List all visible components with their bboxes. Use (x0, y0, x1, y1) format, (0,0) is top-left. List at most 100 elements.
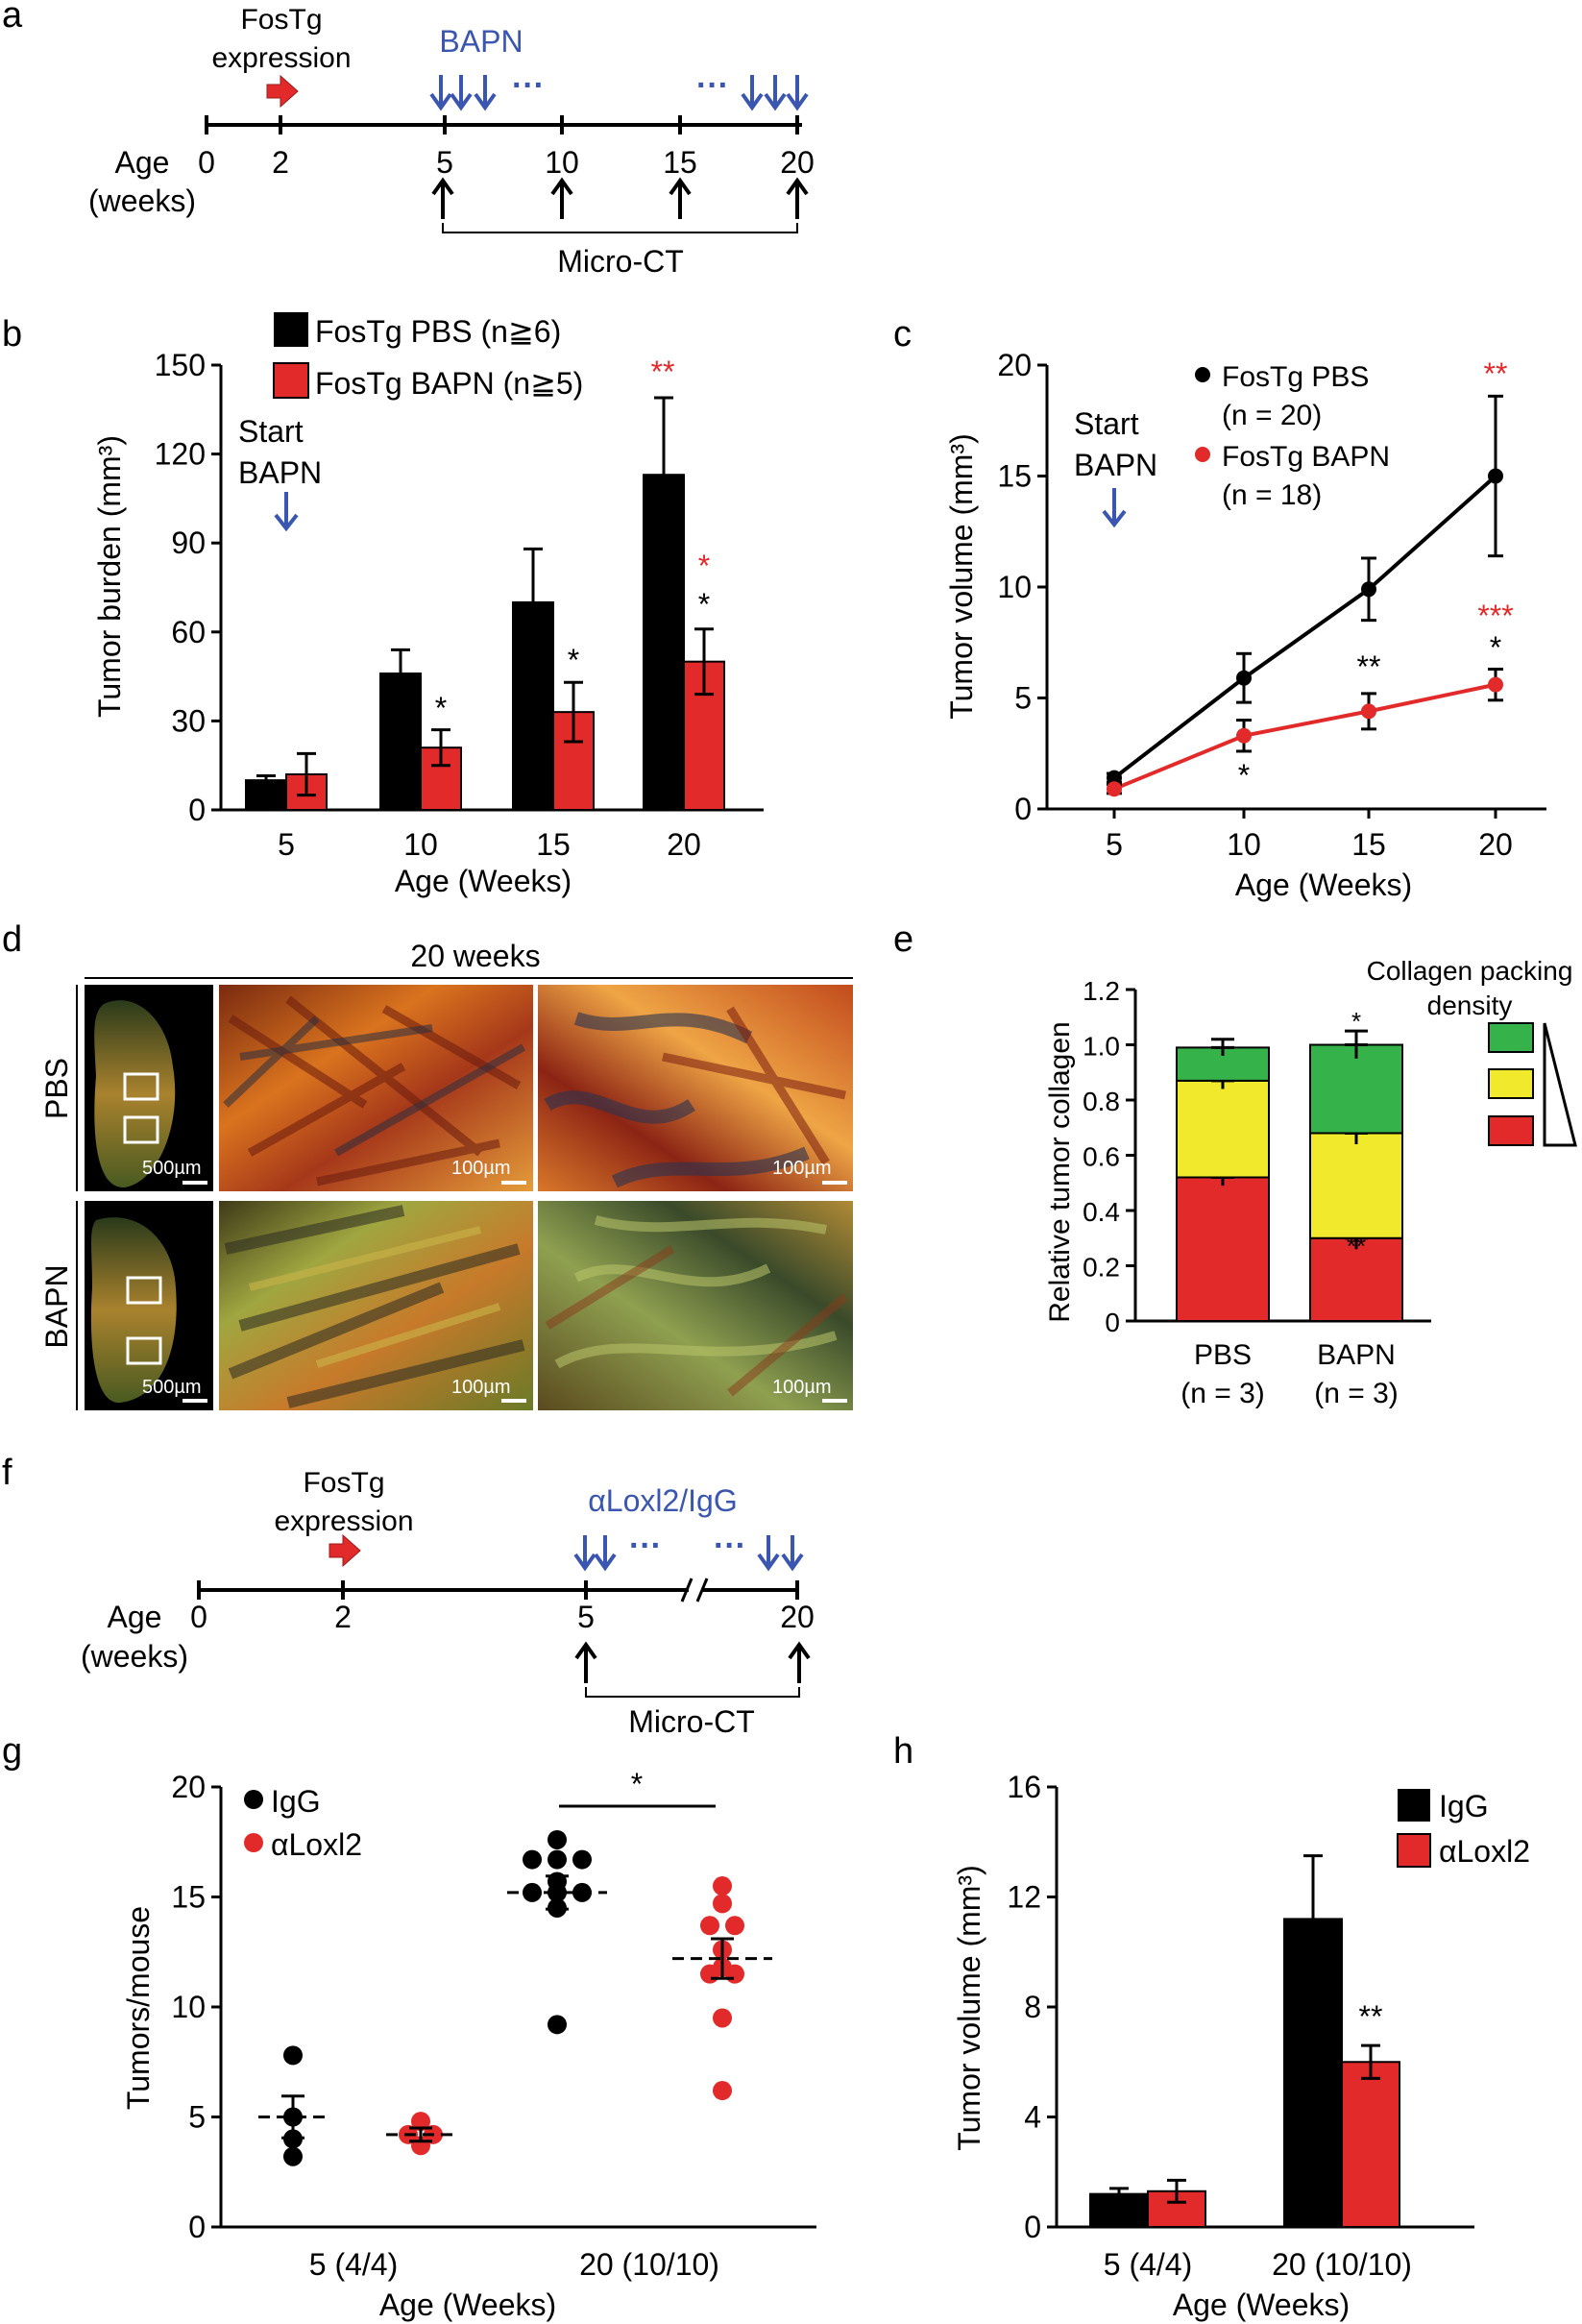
legend-swatch-pbs (274, 312, 308, 347)
age-label-weeks: (weeks) (81, 1639, 188, 1674)
significance-marker: * (1490, 630, 1501, 665)
x-tick-n-label: (n = 3) (1180, 1378, 1265, 1409)
bapn-treatment-label: BAPN (439, 24, 523, 59)
micro-ct-bracket (442, 223, 798, 233)
y-tick-label: 60 (171, 615, 206, 649)
y-tick-label: 10 (997, 570, 1032, 604)
fostg-expression-arrow-icon (266, 74, 299, 109)
legend-swatch-high (1488, 1022, 1534, 1053)
y-tick-label: 90 (171, 526, 206, 560)
micrograph-pbs-detail-1: 100µm (219, 985, 533, 1191)
x-axis-label: Age (Weeks) (379, 2287, 556, 2322)
x-tick-label: 15 (536, 827, 571, 862)
stacked-bar-medium (1309, 1132, 1403, 1239)
data-point-pbs (1361, 581, 1376, 598)
significance-marker: ** (1347, 1232, 1366, 1260)
timeline-tick-label: 20 (780, 145, 815, 180)
panel-d: d 20 weeks PBS BAPN 500µm 100µm 100µm (2, 919, 853, 1410)
legend-label-bapn: FosTg BAPN (1222, 441, 1390, 473)
timeline-tick-label: 2 (334, 1600, 352, 1634)
start-bapn-annotation: Start (238, 414, 304, 449)
data-point-igg (548, 2015, 567, 2035)
panel-e: e Relative tumor collagen Collagen packi… (893, 919, 1577, 1409)
significance-marker: * (1238, 758, 1250, 793)
data-point-igg (283, 2146, 303, 2166)
significance-marker: *** (1477, 599, 1513, 633)
plot-area: 0 5 10 15 20 5 (4/4) 20 (10/10) * (171, 1767, 816, 2282)
legend-marker-bapn (1195, 447, 1210, 462)
y-tick-label: 30 (171, 703, 206, 738)
density-gradient-triangle (1543, 1022, 1577, 1147)
legend-swatch-igg (1398, 1789, 1430, 1822)
timeline-tick-label: 5 (577, 1600, 595, 1634)
significance-marker: ** (1357, 649, 1381, 684)
y-tick-label: 5 (188, 2100, 206, 2135)
series-line-bapn (1113, 682, 1497, 792)
significance-marker: ** (651, 355, 675, 389)
x-tick-label: 20 (10/10) (1272, 2247, 1412, 2282)
row-label-bapn: BAPN (39, 1264, 74, 1348)
dosing-continuation-dots-2: ··· (696, 67, 729, 104)
y-tick-label: 0 (1024, 2210, 1041, 2244)
bar-aloxl2 (1341, 2061, 1400, 2228)
y-tick-label: 0.2 (1083, 1253, 1120, 1283)
data-point-igg (548, 1849, 567, 1870)
panel-g: g IgG αLoxl2 Tumors/mouse Age (Weeks) 0 5… (2, 1731, 816, 2322)
x-tick-label: 5 (4/4) (1104, 2247, 1192, 2282)
legend-swatch-low (1488, 1115, 1534, 1146)
scale-bar-label: 100µm (451, 1377, 511, 1398)
micrograph-bapn-detail-2: 100µm (538, 1201, 853, 1410)
y-tick-label: 1.0 (1083, 1032, 1120, 1062)
fostg-expression-label-2: expression (274, 1505, 413, 1537)
stacked-bar-high (1309, 1043, 1403, 1135)
panel-f: f FosTg expression αLoxl2/IgG ··· ··· Ag… (2, 1453, 815, 1739)
timeline-tick-label: 20 (780, 1600, 815, 1634)
legend-marker-pbs (1195, 367, 1210, 382)
panel-letter-h: h (893, 1731, 913, 1772)
legend-swatch-aloxl2 (1397, 1833, 1431, 1868)
panel-letter-d: d (2, 919, 22, 960)
x-tick-label: 20 (1478, 827, 1513, 862)
micro-ct-label: Micro-CT (557, 244, 684, 279)
start-bapn-annotation: Start (1074, 406, 1139, 441)
series-line-pbs (1112, 475, 1497, 780)
significance-marker: * (698, 587, 710, 622)
y-tick-label: 0 (1014, 792, 1032, 826)
axis-break-icon (680, 1578, 709, 1602)
data-point-igg (548, 1829, 567, 1849)
stacked-bar-low (1176, 1176, 1270, 1322)
y-tick-label: 0.8 (1083, 1087, 1120, 1116)
timeline-tick-label: 0 (190, 1600, 207, 1634)
y-tick-label: 10 (171, 1990, 206, 2024)
x-tick-label: BAPN (1317, 1339, 1396, 1371)
micro-ct-arrows-icon (431, 177, 809, 219)
y-axis-label: Tumor volume (mm³) (952, 1865, 986, 2150)
scale-bar-label: 100µm (772, 1158, 832, 1179)
legend-label-bapn: FosTg BAPN (n≧5) (315, 366, 583, 401)
timeline-tick-label: 5 (436, 145, 453, 180)
significance-marker: * (631, 1767, 643, 1801)
stacked-bar-medium (1176, 1079, 1270, 1179)
data-point-pbs (1236, 670, 1252, 686)
legend-label-igg: IgG (271, 1784, 321, 1819)
timeline-ticks (197, 1580, 799, 1600)
fostg-expression-label-2: expression (211, 42, 351, 74)
panel-letter-g: g (2, 1731, 22, 1772)
significance-marker: * (435, 691, 447, 725)
micrograph-title: 20 weeks (410, 939, 540, 973)
start-bapn-arrow-icon (274, 492, 299, 532)
micrograph-bapn-overview: 500µm (85, 1201, 213, 1410)
y-axis-label: Tumor volume (mm³) (944, 433, 979, 719)
micrograph-pbs-overview: 500µm (85, 985, 213, 1191)
y-axis-label: Tumor burden (mm³) (92, 435, 127, 718)
timeline-ticks (205, 115, 799, 135)
legend-label-pbs: FosTg PBS (1222, 361, 1369, 393)
legend-label-aloxl2: αLoxl2 (271, 1827, 362, 1862)
legend-marker-aloxl2 (244, 1833, 263, 1852)
significance-marker: * (1351, 1007, 1361, 1036)
significance-marker: * (698, 549, 710, 583)
micro-ct-arrows-icon (574, 1641, 811, 1683)
panel-letter-c: c (893, 314, 912, 355)
y-tick-label: 12 (1007, 1880, 1041, 1915)
